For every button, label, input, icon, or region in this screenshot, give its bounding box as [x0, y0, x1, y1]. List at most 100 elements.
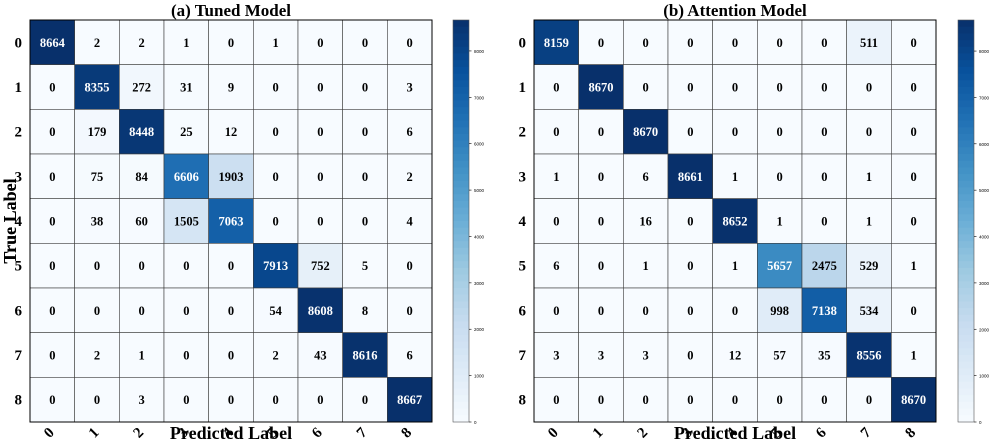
- cell-value: 84: [135, 170, 148, 184]
- y-tick-label: 7: [519, 348, 527, 364]
- cell-value: 998: [770, 304, 789, 318]
- heatmap-cell: [119, 332, 165, 378]
- heatmap-cell: [208, 19, 254, 65]
- cell-value: 0: [821, 393, 827, 407]
- colorbar-segment: [958, 46, 974, 55]
- heatmap-cell: [29, 243, 75, 289]
- cell-value: 0: [228, 259, 234, 273]
- colorbar-tick-label: 3000: [474, 281, 485, 286]
- heatmap-cell: [891, 377, 937, 423]
- colorbar-segment: [958, 301, 974, 309]
- heatmap-cell: [801, 377, 847, 423]
- colorbar-segment: [958, 408, 974, 416]
- heatmap-cell: [623, 332, 669, 378]
- colorbar-segment: [453, 288, 469, 296]
- colorbar-segment: [958, 247, 974, 256]
- cell-value: 75: [91, 170, 104, 184]
- heatmap-cell: [297, 332, 343, 378]
- chart-title: (a) Tuned Model: [171, 1, 291, 20]
- colorbar-segment: [958, 267, 974, 276]
- y-tick-label: 7: [15, 348, 23, 364]
- y-tick-label: 1: [15, 80, 23, 96]
- cell-value: 0: [911, 81, 917, 95]
- colorbar-segment: [453, 194, 469, 202]
- cell-value: 1: [553, 170, 559, 184]
- colorbar-tick-label: 8000: [979, 49, 990, 54]
- colorbar-tick-label: 5000: [979, 188, 990, 193]
- colorbar-tick-label: 3000: [979, 281, 990, 286]
- cell-value: 0: [49, 393, 55, 407]
- heatmap-cell: [801, 64, 847, 110]
- heatmap-cell: [712, 19, 758, 65]
- cell-value: 0: [362, 81, 368, 95]
- cell-value: 1: [139, 349, 145, 363]
- cell-value: 3: [553, 349, 559, 363]
- heatmap-cell: [712, 377, 758, 423]
- heatmap-cell: [891, 198, 937, 244]
- heatmap-cell: [387, 198, 433, 244]
- cell-value: 8355: [85, 81, 110, 95]
- cell-value: 1: [732, 170, 738, 184]
- colorbar-segment: [958, 80, 974, 88]
- heatmap-cell: [712, 332, 758, 378]
- colorbar-segment: [453, 388, 469, 396]
- colorbar-segment: [453, 375, 469, 383]
- heatmap-cell: [29, 64, 75, 110]
- y-tick-label: 2: [519, 125, 527, 141]
- heatmap-cell: [297, 198, 343, 244]
- heatmap-cell: [253, 198, 299, 244]
- heatmap-cell: [119, 109, 165, 155]
- colorbar-tick-label: 7000: [979, 95, 990, 100]
- heatmap-cell: [74, 198, 120, 244]
- heatmap-cell: [757, 377, 803, 423]
- heatmap-cell: [757, 243, 803, 289]
- heatmap-cell: [533, 64, 579, 110]
- cell-value: 8608: [308, 304, 333, 318]
- y-tick-label: 4: [519, 214, 527, 230]
- cell-value: 0: [49, 215, 55, 229]
- y-axis-label: True Label: [0, 178, 20, 263]
- heatmap-cell: [801, 198, 847, 244]
- cell-value: 8664: [40, 36, 66, 50]
- x-tick-label: 1: [86, 425, 103, 442]
- cell-value: 0: [273, 125, 279, 139]
- colorbar-segment: [453, 207, 469, 215]
- cell-value: 0: [228, 393, 234, 407]
- colorbar-tick-label: 6000: [979, 142, 990, 147]
- colorbar-segment: [453, 133, 469, 142]
- colorbar-segment: [958, 368, 974, 376]
- heatmap-cell: [342, 153, 388, 199]
- cell-value: 8670: [633, 125, 658, 139]
- colorbar-segment: [958, 308, 974, 316]
- cell-value: 8556: [857, 349, 882, 363]
- cell-value: 272: [132, 81, 151, 95]
- heatmap-cell: [667, 153, 713, 199]
- cell-value: 752: [311, 259, 330, 273]
- chart-title: (b) Attention Model: [663, 1, 807, 20]
- cell-value: 0: [687, 81, 693, 95]
- heatmap-cell: [208, 377, 254, 423]
- cell-value: 1505: [174, 215, 199, 229]
- heatmap-cell: [253, 19, 299, 65]
- colorbar-segment: [453, 66, 469, 75]
- heatmap-cell: [387, 332, 433, 378]
- x-tick-label: 2: [131, 425, 148, 442]
- cell-value: 1: [643, 259, 649, 273]
- cell-value: 0: [228, 304, 234, 318]
- heatmap-cell: [74, 19, 120, 65]
- heatmap-frame: [533, 19, 937, 423]
- heatmap-cell: [846, 243, 892, 289]
- heatmap-cell: [667, 332, 713, 378]
- colorbar-segment: [453, 93, 469, 101]
- x-tick-label: 6: [813, 425, 830, 442]
- heatmap-cell: [119, 377, 165, 423]
- colorbar-segment: [453, 120, 469, 128]
- colorbar-segment: [958, 194, 974, 202]
- colorbar-segment: [453, 40, 469, 48]
- colorbar-tick-label: 8000: [474, 49, 485, 54]
- colorbar-tick-label: 6000: [474, 142, 485, 147]
- cell-value: 0: [732, 304, 738, 318]
- cell-value: 0: [183, 393, 189, 407]
